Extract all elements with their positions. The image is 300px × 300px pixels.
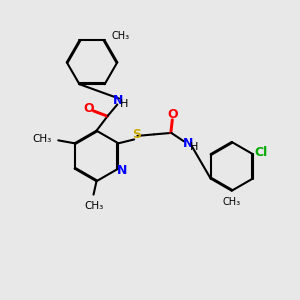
Text: Cl: Cl xyxy=(254,146,268,159)
Text: CH₃: CH₃ xyxy=(111,31,129,41)
Text: N: N xyxy=(183,136,194,149)
Text: N: N xyxy=(117,164,128,177)
Text: O: O xyxy=(167,108,178,121)
Text: CH₃: CH₃ xyxy=(222,197,240,207)
Text: H: H xyxy=(120,99,128,109)
Text: N: N xyxy=(113,94,124,107)
Text: O: O xyxy=(83,103,94,116)
Text: CH₃: CH₃ xyxy=(32,134,52,144)
Text: S: S xyxy=(132,128,141,141)
Text: H: H xyxy=(190,142,198,152)
Text: CH₃: CH₃ xyxy=(84,200,103,211)
